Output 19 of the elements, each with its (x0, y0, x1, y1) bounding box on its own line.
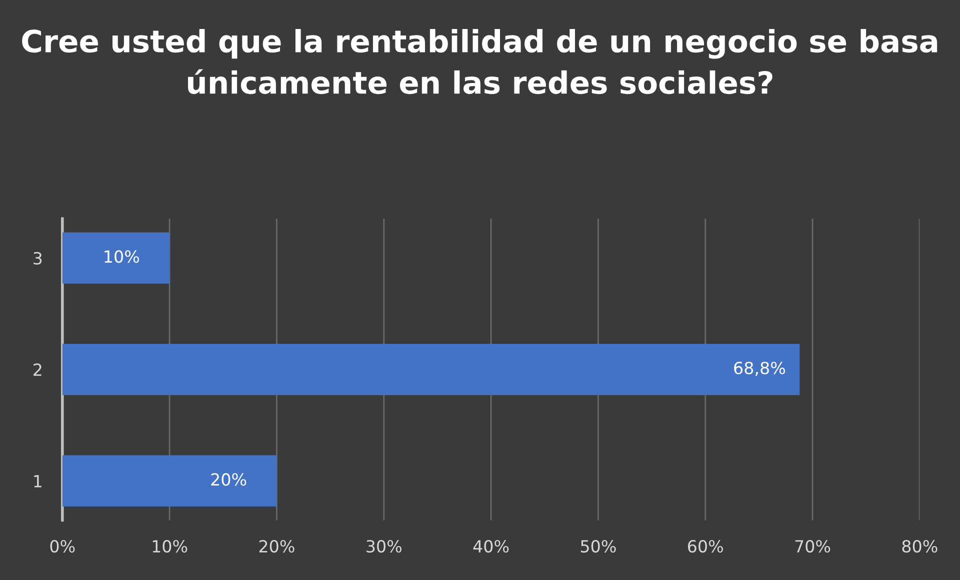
x-tick-label: 40% (473, 540, 509, 553)
x-tick-label: 10% (152, 540, 188, 553)
x-tick-label: 80% (902, 540, 938, 553)
x-tick-label: 50% (580, 540, 616, 553)
x-tick-label: 0% (50, 540, 75, 553)
bar (62, 344, 800, 396)
bar (62, 232, 170, 284)
x-tick-label: 70% (795, 540, 830, 553)
y-tick-label: 2 (34, 363, 42, 376)
x-tick-label: 30% (366, 540, 402, 553)
data-label: 10% (104, 250, 140, 263)
chart-title: Cree usted que la rentabilidad de un negocio se basa únicamente en las redes sociales? (22, 29, 938, 94)
y-tick-label: 1 (34, 475, 42, 488)
x-tick-label: 60% (688, 540, 723, 553)
data-label: 68,8% (734, 362, 786, 376)
y-tick-label: 3 (34, 252, 42, 265)
x-tick-label: 20% (259, 540, 294, 553)
bar (62, 455, 277, 507)
data-label: 20% (211, 473, 246, 486)
